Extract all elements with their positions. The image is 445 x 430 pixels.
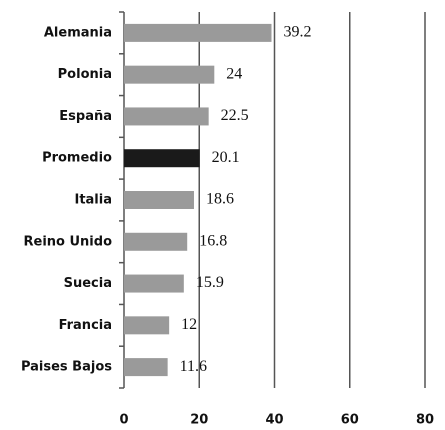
y-tick-label: Paises Bajos [21,360,112,375]
bar [124,358,168,377]
data-label: 24 [226,65,242,82]
x-tick-label: 40 [265,413,283,428]
data-label: 22.5 [221,107,249,124]
bar [124,107,209,126]
data-label: 20.1 [212,149,240,166]
data-label: 16.8 [199,232,227,249]
data-label: 12 [181,316,197,333]
bar [124,65,215,84]
x-tick-label: 0 [119,413,128,428]
x-tick-label: 20 [190,413,208,428]
y-tick-label: Reino Unido [24,234,113,249]
y-tick-label: Suecia [64,276,112,291]
bar [124,232,188,251]
x-tick-label: 80 [416,413,434,428]
bar [124,149,200,168]
data-label: 11.6 [180,358,207,375]
data-label: 18.6 [206,191,234,208]
bar [124,316,170,335]
y-tick-label: Polonia [58,67,112,82]
bar [124,274,184,293]
y-tick-label: Promedio [42,151,112,166]
y-tick-label: España [59,109,112,124]
y-tick-label: Italia [74,193,112,208]
bar [124,191,194,209]
data-label: 39.2 [283,24,311,41]
data-label: 15.9 [196,274,224,291]
y-tick-label: Alemania [44,25,112,40]
y-tick-label: Francia [59,318,112,333]
x-tick-label: 60 [341,413,359,428]
bar [124,23,272,42]
